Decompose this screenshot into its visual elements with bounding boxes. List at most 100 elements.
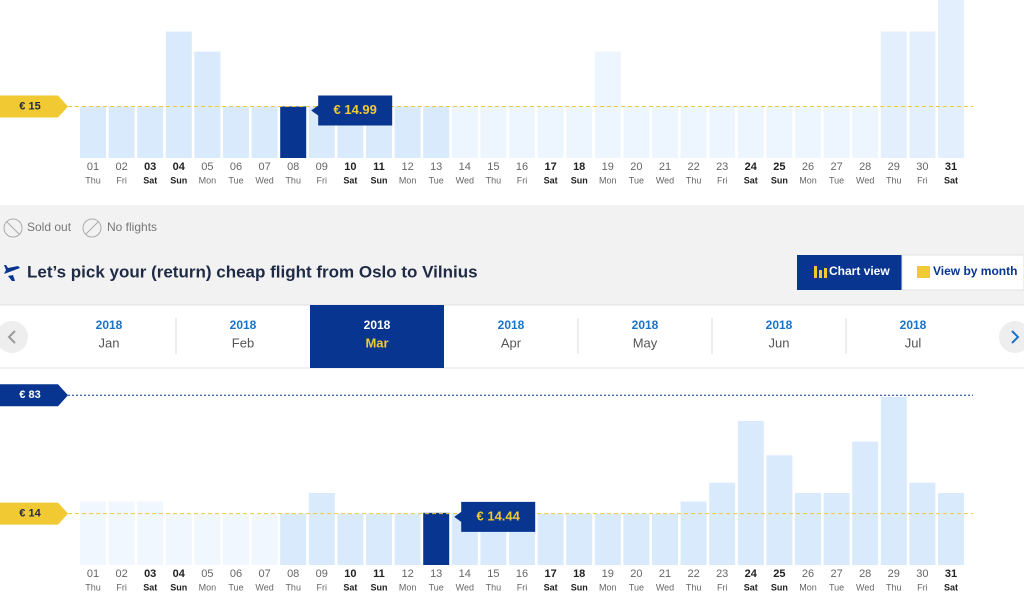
chart-view-button[interactable]: Chart view <box>797 255 902 290</box>
bar[interactable] <box>594 51 621 159</box>
bar[interactable] <box>566 106 593 158</box>
bar[interactable] <box>194 513 221 565</box>
day-weekday: Mon <box>199 175 217 185</box>
day-number: 21 <box>659 568 671 580</box>
bar[interactable] <box>108 501 135 565</box>
bar[interactable] <box>880 31 907 159</box>
day-number: 26 <box>802 568 814 580</box>
bar[interactable] <box>165 513 192 565</box>
bar[interactable] <box>652 106 678 158</box>
day-number: 17 <box>544 161 556 173</box>
bar[interactable] <box>852 441 879 565</box>
day-number: 21 <box>659 161 671 173</box>
bar[interactable] <box>280 106 307 158</box>
bar[interactable] <box>80 106 106 158</box>
month-tab[interactable]: 2018 Jan <box>96 318 123 350</box>
bar[interactable] <box>223 106 249 158</box>
bar[interactable] <box>80 501 106 565</box>
day-weekday: Tue <box>429 175 444 185</box>
month-year: 2018 <box>230 318 257 332</box>
button-icon <box>824 268 827 278</box>
bar[interactable] <box>480 106 507 158</box>
bar[interactable] <box>108 106 135 158</box>
day-number: 15 <box>487 161 499 173</box>
bar[interactable] <box>423 106 450 158</box>
bar[interactable] <box>766 106 793 158</box>
bar[interactable] <box>194 51 221 159</box>
bar[interactable] <box>680 106 707 158</box>
day-weekday: Thu <box>486 175 502 185</box>
day-number: 15 <box>487 568 499 580</box>
day-number: 08 <box>287 568 299 580</box>
bar[interactable] <box>165 31 192 159</box>
bar[interactable] <box>537 106 564 158</box>
day-weekday: Sun <box>571 582 588 592</box>
bar[interactable] <box>394 106 421 158</box>
bar[interactable] <box>938 493 964 565</box>
day-number: 20 <box>630 161 642 173</box>
bar[interactable] <box>737 106 764 158</box>
day-weekday: Mon <box>799 175 817 185</box>
bar[interactable] <box>709 482 736 565</box>
bar[interactable] <box>451 106 478 158</box>
bar[interactable] <box>509 106 535 158</box>
bar[interactable] <box>737 421 764 565</box>
bar[interactable] <box>680 501 707 565</box>
month-tab[interactable]: 2018 Apr <box>498 318 525 350</box>
day-number: 14 <box>459 568 471 580</box>
price-tag-label: € 14 <box>19 507 41 519</box>
bar[interactable] <box>938 0 964 158</box>
bar[interactable] <box>594 513 621 565</box>
bar[interactable] <box>823 493 850 565</box>
bar[interactable] <box>137 106 164 158</box>
bar[interactable] <box>308 493 335 565</box>
bar[interactable] <box>623 513 650 565</box>
bar[interactable] <box>795 106 821 158</box>
month-tab[interactable]: 2018 May <box>577 318 659 354</box>
month-year: 2018 <box>364 318 391 332</box>
bar[interactable] <box>652 513 678 565</box>
bar[interactable] <box>251 106 278 158</box>
day-number: 31 <box>945 161 957 173</box>
bar[interactable] <box>366 513 392 565</box>
bar[interactable] <box>709 106 736 158</box>
month-year: 2018 <box>96 318 123 332</box>
month-name: Mar <box>365 335 388 350</box>
bar[interactable] <box>394 513 421 565</box>
month-tab[interactable]: 2018 Mar <box>310 305 444 368</box>
bar[interactable] <box>909 31 936 159</box>
month-tab[interactable]: 2018 Feb <box>175 318 257 354</box>
month-tab[interactable]: 2018 Jun <box>711 318 793 354</box>
bar[interactable] <box>423 512 450 565</box>
next-arrow[interactable] <box>999 321 1024 353</box>
month-name: Apr <box>501 335 522 350</box>
bar[interactable] <box>852 106 879 158</box>
bar[interactable] <box>795 493 821 565</box>
bar[interactable] <box>251 513 278 565</box>
day-weekday: Wed <box>856 175 874 185</box>
day-weekday: Tue <box>228 582 243 592</box>
month-tab[interactable]: 2018 Jul <box>845 318 927 354</box>
bar[interactable] <box>566 513 593 565</box>
bar[interactable] <box>223 513 249 565</box>
no-flights-icon <box>82 218 102 238</box>
bar[interactable] <box>880 397 907 565</box>
view-by-month-button[interactable]: View by month <box>901 254 1024 291</box>
bar[interactable] <box>280 513 307 565</box>
bar[interactable] <box>337 513 364 565</box>
day-number: 23 <box>716 161 728 173</box>
day-weekday: Sat <box>343 582 357 592</box>
day-weekday: Fri <box>717 582 728 592</box>
bar[interactable] <box>537 513 564 565</box>
day-number: 12 <box>401 568 413 580</box>
bar[interactable] <box>766 455 793 565</box>
prev-arrow[interactable] <box>0 321 28 353</box>
day-number: 27 <box>830 161 842 173</box>
bar[interactable] <box>623 106 650 158</box>
day-weekday: Sun <box>371 582 388 592</box>
bar[interactable] <box>909 482 936 565</box>
sold-out-icon <box>3 218 23 238</box>
bar[interactable] <box>137 501 164 565</box>
bar[interactable] <box>823 106 850 158</box>
day-number: 07 <box>258 161 270 173</box>
